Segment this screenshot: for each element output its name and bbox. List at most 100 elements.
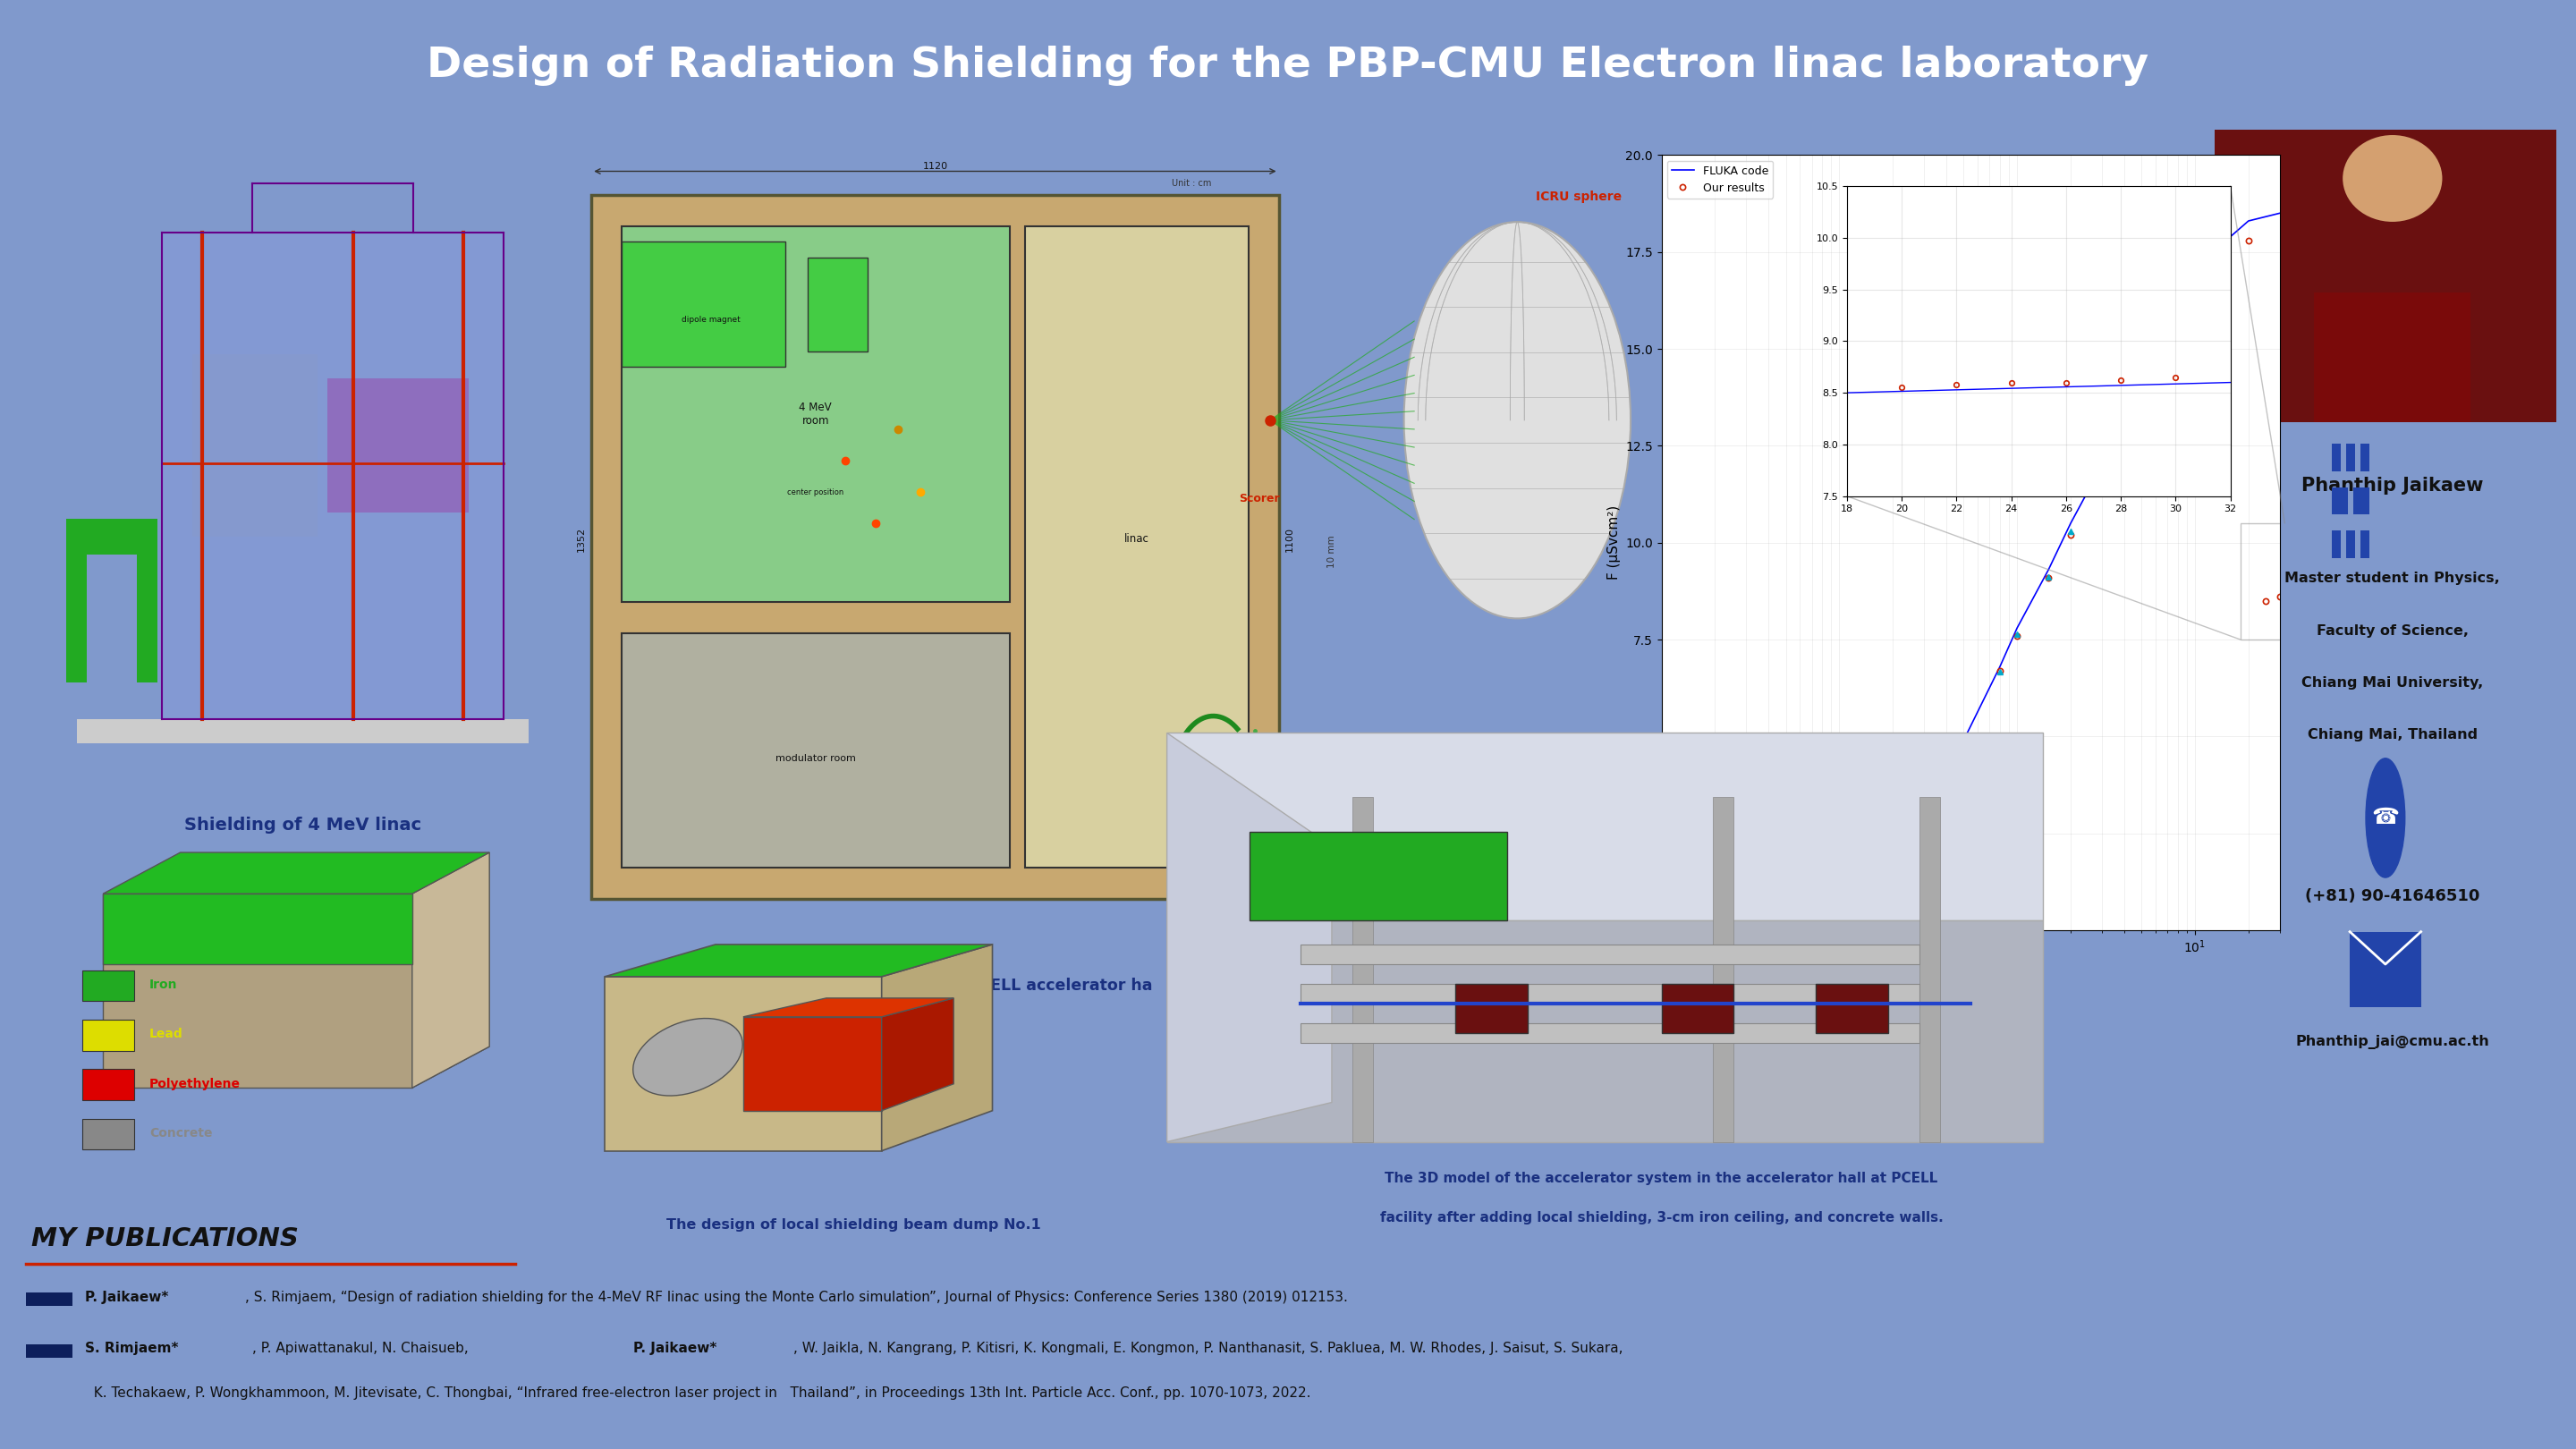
Polygon shape <box>1167 733 1332 1142</box>
Our results <box>2087 468 2117 485</box>
Bar <box>82 971 134 1001</box>
FLUKA code <box>1855 840 1886 858</box>
Text: ☎: ☎ <box>2372 807 2398 829</box>
FLUKA code <box>1700 893 1731 910</box>
Polygon shape <box>103 894 412 1088</box>
Bar <box>1301 945 1919 965</box>
Text: 4 MeV
room: 4 MeV room <box>799 401 832 426</box>
Text: Chiang Mai, Thailand: Chiang Mai, Thailand <box>2308 727 2478 742</box>
Bar <box>1249 832 1507 920</box>
Text: , P. Apiwattanakul, N. Chaisueb,: , P. Apiwattanakul, N. Chaisueb, <box>252 1342 474 1355</box>
FLUKA code <box>1824 858 1855 875</box>
FLUKA code <box>1646 898 1677 916</box>
Bar <box>621 242 786 367</box>
Text: Design of Radiation Shielding for the PBP-CMU Electron linac laboratory: Design of Radiation Shielding for the PB… <box>428 45 2148 85</box>
Bar <box>1713 797 1734 1142</box>
Polygon shape <box>881 998 953 1110</box>
Our results <box>1947 736 1978 753</box>
Our results <box>1770 882 1801 900</box>
Text: Concrete: Concrete <box>149 1127 211 1139</box>
Bar <box>26 1345 72 1358</box>
Our results <box>2179 301 2210 319</box>
Polygon shape <box>605 977 881 1151</box>
Text: S. Rimjaem*: S. Rimjaem* <box>85 1342 178 1355</box>
Our results <box>1984 662 2014 680</box>
FLUKA code <box>1878 820 1909 838</box>
Our results <box>1731 890 1762 907</box>
Text: Polyethylene: Polyethylene <box>149 1078 240 1090</box>
Bar <box>1352 797 1373 1142</box>
FLUKA code <box>2056 514 2087 532</box>
Text: Chiang Mai University,: Chiang Mai University, <box>2300 675 2483 690</box>
Polygon shape <box>412 852 489 1088</box>
Bar <box>26 1293 72 1306</box>
Text: Lead: Lead <box>149 1027 183 1040</box>
Bar <box>2313 293 2470 422</box>
Our results <box>1795 874 1826 891</box>
Bar <box>2241 523 2285 639</box>
Ellipse shape <box>2342 135 2442 222</box>
Bar <box>327 378 469 513</box>
Text: MY PUBLICATIONS: MY PUBLICATIONS <box>31 1226 299 1250</box>
Polygon shape <box>103 1046 489 1088</box>
Text: , W. Jaikla, N. Kangrang, P. Kitisri, K. Kongmali, E. Kongmon, P. Nanthanasit, S: , W. Jaikla, N. Kangrang, P. Kitisri, K.… <box>793 1342 1623 1355</box>
Text: (+81) 90-41646510: (+81) 90-41646510 <box>2306 888 2481 904</box>
FLUKA code <box>1795 871 1826 888</box>
Text: modulator room: modulator room <box>775 753 855 762</box>
Circle shape <box>2239 400 2262 465</box>
Bar <box>2331 487 2342 514</box>
Text: facility after adding local shielding, 3-cm iron ceiling, and concrete walls.: facility after adding local shielding, 3… <box>1381 1211 1942 1224</box>
FLUKA code <box>1677 894 1708 911</box>
Bar <box>2347 530 2354 558</box>
Y-axis label: F (μSvcm²): F (μSvcm²) <box>1607 506 1620 580</box>
Bar <box>193 354 317 536</box>
FLUKA code <box>1984 658 2014 675</box>
Text: linac: linac <box>1123 533 1149 545</box>
Our results <box>1646 898 1677 916</box>
Text: , S. Rimjaem, “Design of radiation shielding for the 4-MeV RF linac using the Mo: , S. Rimjaem, “Design of radiation shiel… <box>245 1291 1347 1304</box>
Bar <box>1816 984 1888 1033</box>
Our results <box>2002 627 2032 645</box>
Line: FLUKA code: FLUKA code <box>1662 213 2280 907</box>
Text: ICRU sphere: ICRU sphere <box>1535 191 1623 203</box>
Text: The design of local shielding beam dump No.1: The design of local shielding beam dump … <box>667 1217 1041 1232</box>
Text: Iron: Iron <box>149 978 178 991</box>
Bar <box>1301 1023 1919 1043</box>
Bar <box>1301 984 1919 1004</box>
Text: 10 mm: 10 mm <box>1327 535 1337 568</box>
Polygon shape <box>744 1017 881 1110</box>
Polygon shape <box>103 852 489 894</box>
FLUKA code <box>2233 212 2264 229</box>
Bar <box>2360 530 2370 558</box>
FLUKA code <box>1947 732 1978 749</box>
Our results <box>1878 823 1909 840</box>
Our results <box>2161 332 2192 349</box>
FLUKA code <box>1909 790 1940 807</box>
Text: 4: 4 <box>1517 755 1540 790</box>
Bar <box>1167 920 2043 1142</box>
Bar <box>2354 487 2362 514</box>
Text: Faculty of Science,: Faculty of Science, <box>2316 625 2468 638</box>
Line: Our results: Our results <box>1659 238 2282 910</box>
Text: eant: eant <box>1291 761 1386 798</box>
Bar <box>2349 932 2421 1007</box>
FLUKA code <box>1731 888 1762 906</box>
Bar <box>2331 443 2342 471</box>
Bar <box>82 1020 134 1051</box>
FLUKA code <box>2264 204 2295 222</box>
Bar <box>1167 733 2043 920</box>
Our results <box>1824 859 1855 877</box>
FLUKA code <box>2125 387 2156 404</box>
FLUKA code <box>2210 232 2241 249</box>
Polygon shape <box>605 945 992 977</box>
Our results <box>2125 398 2156 416</box>
Circle shape <box>2365 758 2406 878</box>
Bar <box>137 549 157 682</box>
Ellipse shape <box>634 1019 742 1095</box>
Polygon shape <box>881 945 992 1151</box>
Bar <box>2215 129 2555 422</box>
Bar <box>2360 443 2370 471</box>
Legend: FLUKA code, Our results: FLUKA code, Our results <box>1667 161 1772 199</box>
Text: Unit : cm: Unit : cm <box>1172 180 1211 188</box>
Bar <box>77 719 528 743</box>
